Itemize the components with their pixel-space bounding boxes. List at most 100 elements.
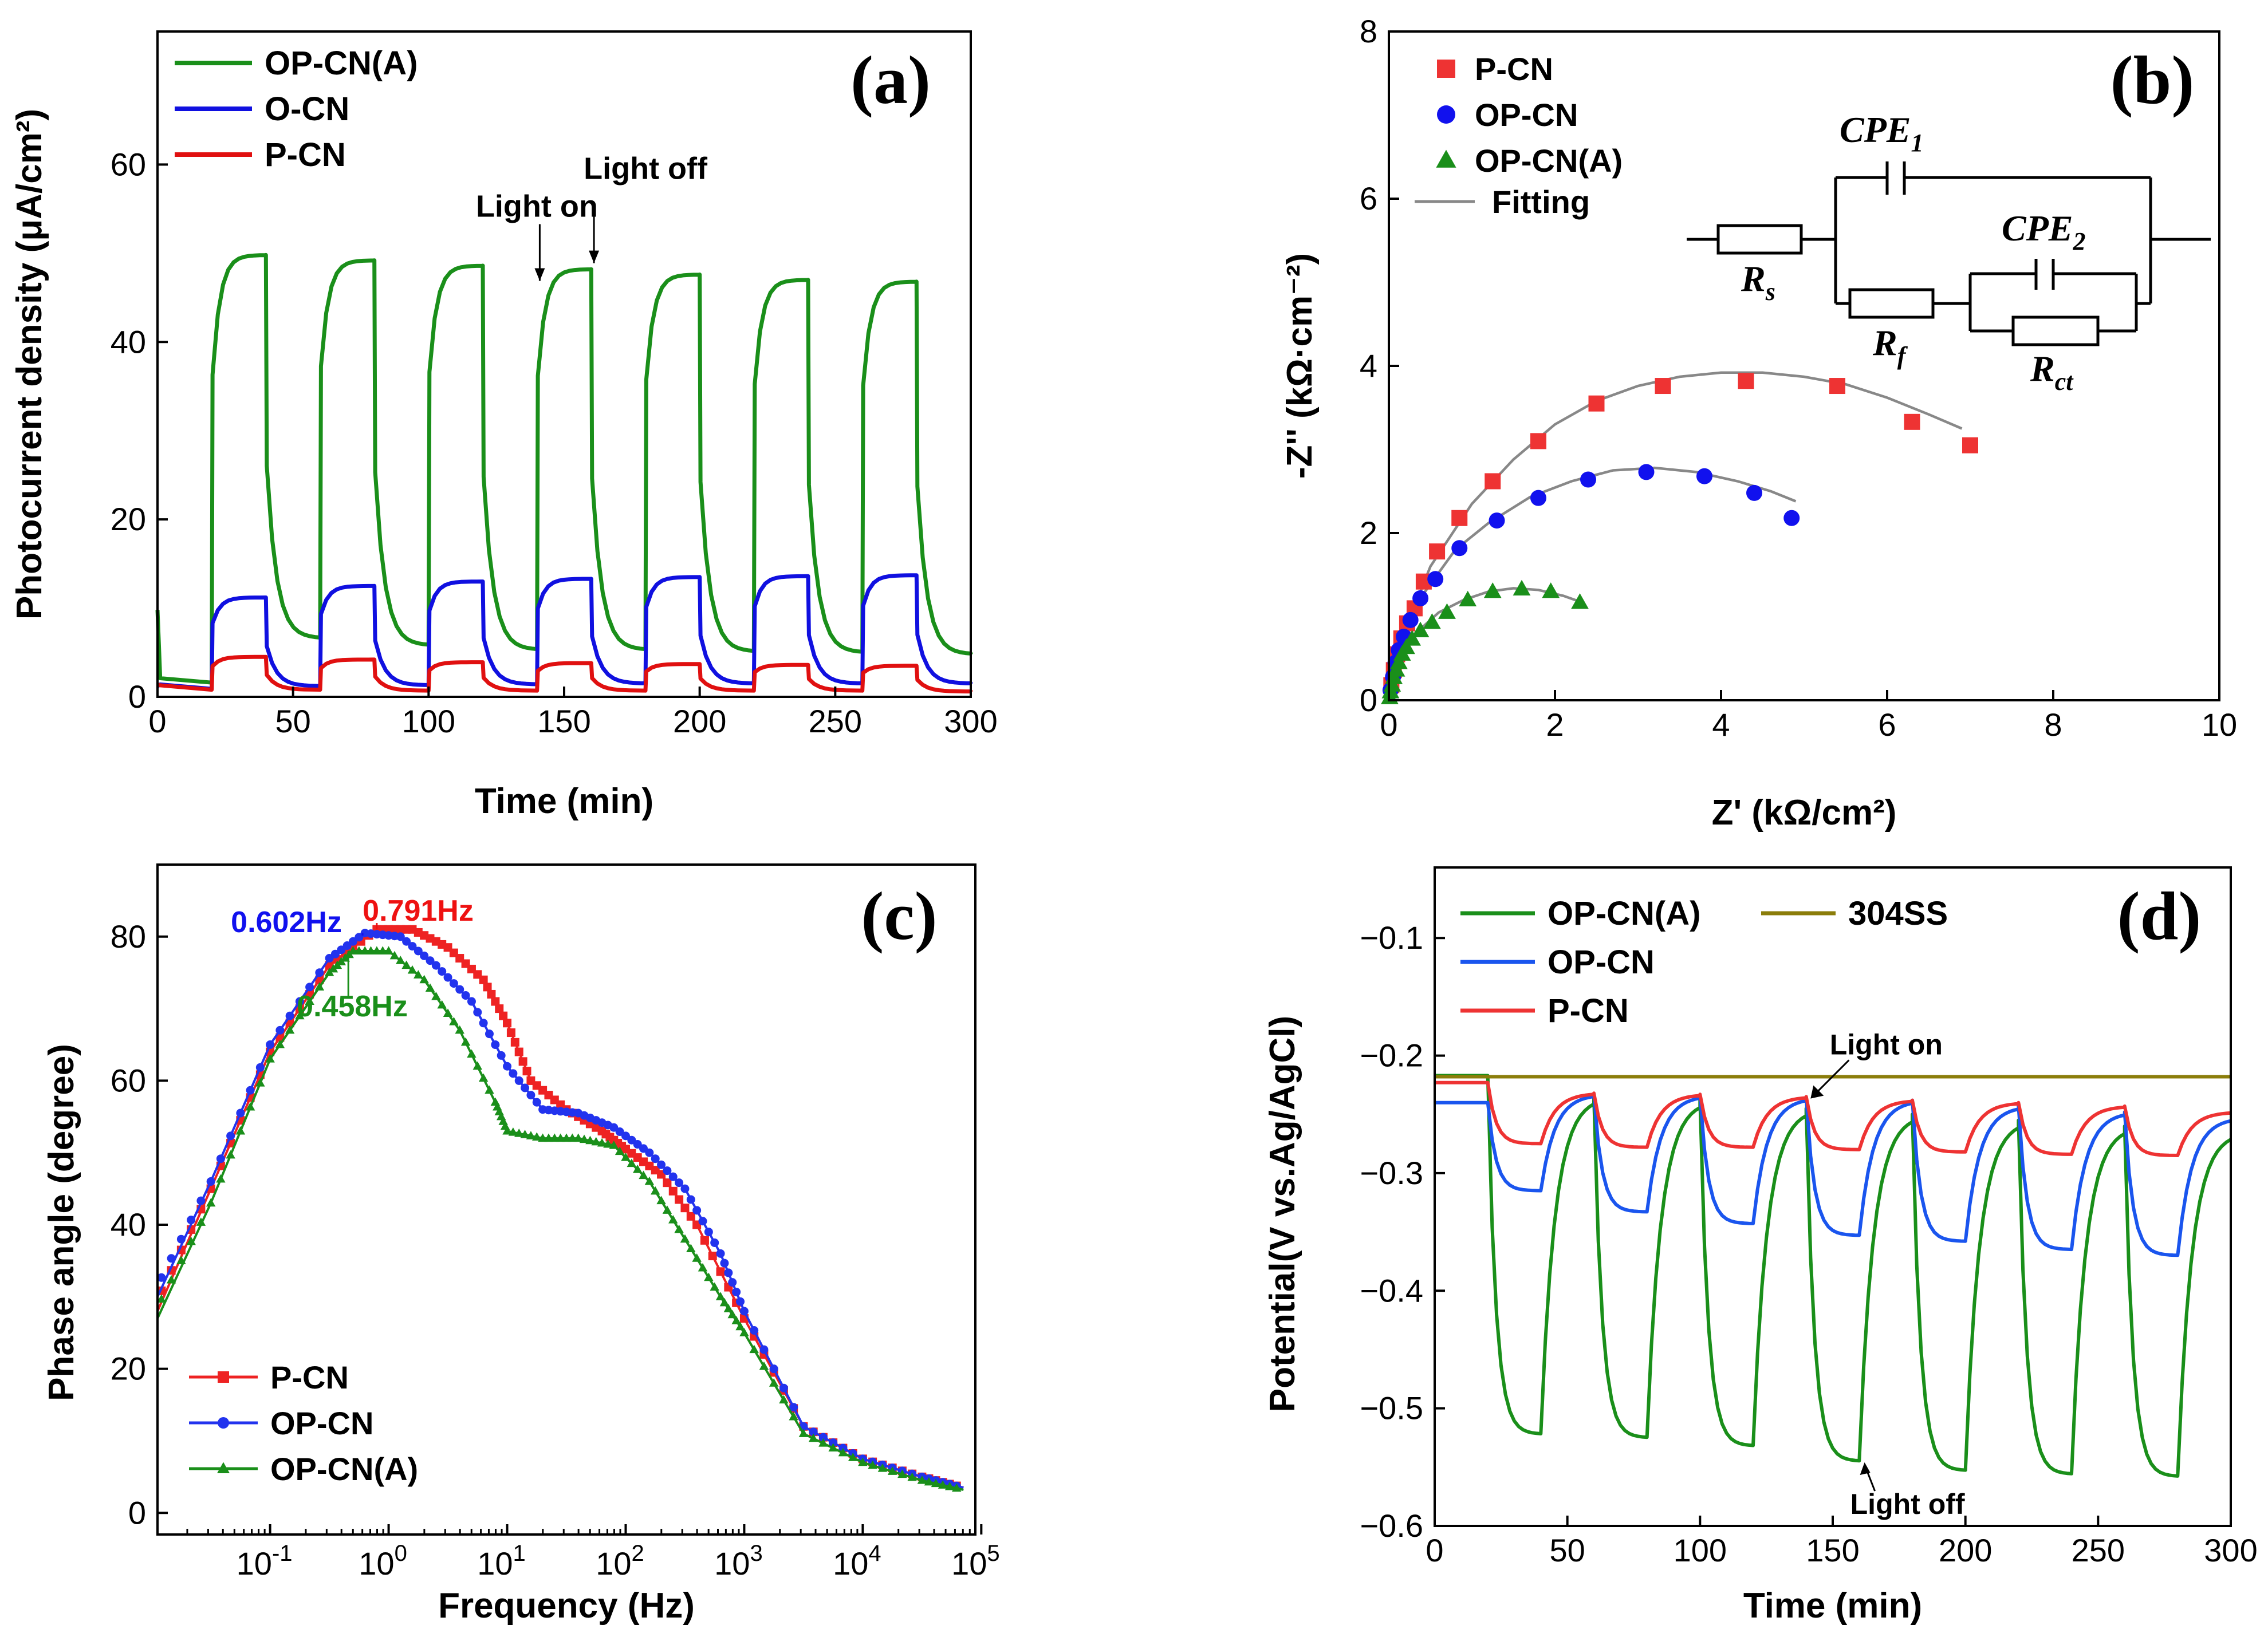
data-point-c-op-cn: [704, 1228, 713, 1237]
data-point-c-op-cn-a-: [573, 1133, 583, 1142]
panel-label-a: (a): [850, 42, 931, 118]
tick-base: 10: [477, 1545, 513, 1581]
annotation-d: Light on: [1830, 1029, 1943, 1061]
resistor-rct: [2011, 315, 2100, 346]
legend-label-c: OP-CN: [270, 1405, 373, 1441]
data-point-c-op-cn: [402, 937, 411, 946]
data-point-c-op-cn: [621, 1131, 630, 1141]
series-line-op-cn-a-: [155, 253, 973, 685]
data-point-c-op-cn-a-: [868, 1460, 877, 1469]
data-point-c-op-cn: [779, 1383, 788, 1393]
data-point-c-op-cn-a-: [603, 1139, 613, 1148]
x-tick-label-c: 100: [359, 1541, 407, 1581]
label-rct-main: R: [2030, 348, 2055, 389]
data-point-c-op-cn: [479, 1019, 488, 1028]
data-point-c-op-cn-a-: [779, 1395, 789, 1404]
x-tick-label-d: 100: [1674, 1532, 1727, 1568]
data-point-c-op-cn-a-: [502, 1126, 512, 1135]
legend-label-a: O-CN: [265, 90, 349, 128]
data-point-op-cn: [1696, 468, 1712, 484]
data-point-c-p-cn: [483, 983, 492, 992]
data-point-p-cn: [1485, 473, 1501, 490]
label-rf-main: R: [1872, 322, 1897, 363]
data-point-c-op-cn: [408, 942, 417, 951]
data-point-c-op-cn-a-: [698, 1263, 708, 1272]
data-point-c-op-cn: [226, 1131, 235, 1141]
data-point-c-op-cn-a-: [514, 1129, 524, 1137]
data-point-c-op-cn-a-: [384, 946, 393, 954]
data-point-c-op-cn: [396, 932, 405, 941]
legend-label-d: 304SS: [1848, 895, 1948, 932]
x-tick-label-a: 200: [673, 703, 726, 739]
data-point-c-op-cn-a-: [437, 1000, 447, 1009]
data-point-c-op-cn: [750, 1326, 759, 1335]
data-point-c-op-cn: [315, 968, 324, 977]
data-point-c-op-cn: [461, 991, 470, 1000]
data-point-c-op-cn-a-: [360, 946, 370, 954]
x-tick-label-b: 4: [1712, 707, 1730, 743]
resistor-rf: [1848, 288, 1935, 319]
data-point-c-p-cn: [499, 1011, 508, 1020]
y-tick-label-c: 0: [128, 1494, 146, 1530]
data-point-c-op-cn: [627, 1135, 636, 1145]
data-point-c-op-cn: [720, 1259, 729, 1268]
data-point-c-op-cn-a-: [431, 992, 441, 1000]
tick-exponent: -1: [272, 1541, 293, 1566]
data-point-c-op-cn-a-: [348, 946, 358, 954]
x-tick-label-c: 104: [833, 1541, 881, 1581]
data-point-op-cn-a-: [1483, 582, 1502, 598]
data-point-c-op-cn-a-: [715, 1292, 726, 1300]
data-point-c-op-cn: [698, 1217, 707, 1226]
data-point-c-op-cn: [789, 1403, 798, 1412]
y-tick-label-b: 0: [1360, 682, 1377, 718]
data-point-c-op-cn-a-: [951, 1483, 962, 1492]
data-point-c-op-cn-a-: [508, 1127, 518, 1136]
annotation-a: Light off: [584, 152, 708, 186]
annotation-d: Light off: [1850, 1488, 1965, 1520]
data-point-c-op-cn: [739, 1307, 749, 1316]
data-point-op-cn: [1427, 571, 1444, 587]
data-point-c-op-cn-a-: [759, 1361, 769, 1370]
peak-annotation-c: 0.602Hz: [231, 906, 342, 939]
data-point-c-op-cn: [206, 1177, 215, 1186]
x-tick-label-a: 150: [537, 703, 590, 739]
series-line-d-op-cn-a-: [1435, 1074, 2232, 1478]
data-point-c-p-cn: [495, 1004, 504, 1013]
chart-c: 10-1 100 101 102 103 104 105020406080Frequency…: [42, 863, 1000, 1626]
label-cpe2-main: CPE: [2002, 208, 2073, 248]
data-point-c-op-cn-a-: [739, 1328, 749, 1336]
data-point-c-op-cn: [295, 997, 304, 1006]
data-point-c-op-cn-a-: [938, 1480, 948, 1489]
data-point-c-op-cn-a-: [156, 1294, 167, 1303]
legend-label-d: P-CN: [1548, 992, 1629, 1029]
data-point-c-op-cn: [686, 1195, 695, 1204]
data-point-c-op-cn-a-: [858, 1457, 868, 1466]
data-point-c-op-cn-a-: [285, 1025, 295, 1034]
x-tick-label-c: 102: [596, 1541, 644, 1581]
legend-label-b: OP-CN: [1475, 97, 1578, 133]
tick-exponent: 4: [868, 1541, 881, 1566]
label-rs-main: R: [1741, 258, 1766, 299]
x-tick-label-d: 50: [1550, 1532, 1585, 1568]
data-point-c-op-cn-a-: [401, 960, 411, 969]
data-point-c-op-cn-a-: [414, 970, 423, 979]
data-point-c-op-cn-a-: [818, 1438, 828, 1447]
data-point-c-p-cn: [700, 1236, 709, 1245]
data-point-c-op-cn-a-: [295, 1011, 305, 1020]
data-point-c-op-cn-a-: [245, 1102, 255, 1111]
data-point-c-op-cn-a-: [621, 1152, 631, 1161]
data-point-op-cn-a-: [1438, 603, 1456, 619]
peak-annotation-c: 0.458Hz: [297, 990, 408, 1023]
data-point-c-op-cn: [692, 1206, 702, 1215]
data-point-c-op-cn-a-: [749, 1344, 759, 1354]
tick-exponent: 1: [513, 1541, 526, 1566]
data-point-c-op-cn-a-: [848, 1453, 858, 1461]
data-point-c-op-cn-a-: [585, 1135, 595, 1145]
data-point-op-cn: [1489, 512, 1505, 529]
data-point-c-op-cn-a-: [305, 996, 314, 1005]
y-tick-label-d: −0.2: [1360, 1038, 1423, 1074]
data-point-c-op-cn-a-: [526, 1131, 536, 1139]
data-point-c-op-cn-a-: [789, 1411, 798, 1421]
data-point-c-op-cn-a-: [216, 1174, 226, 1183]
label-rs-sub: s: [1765, 278, 1775, 306]
